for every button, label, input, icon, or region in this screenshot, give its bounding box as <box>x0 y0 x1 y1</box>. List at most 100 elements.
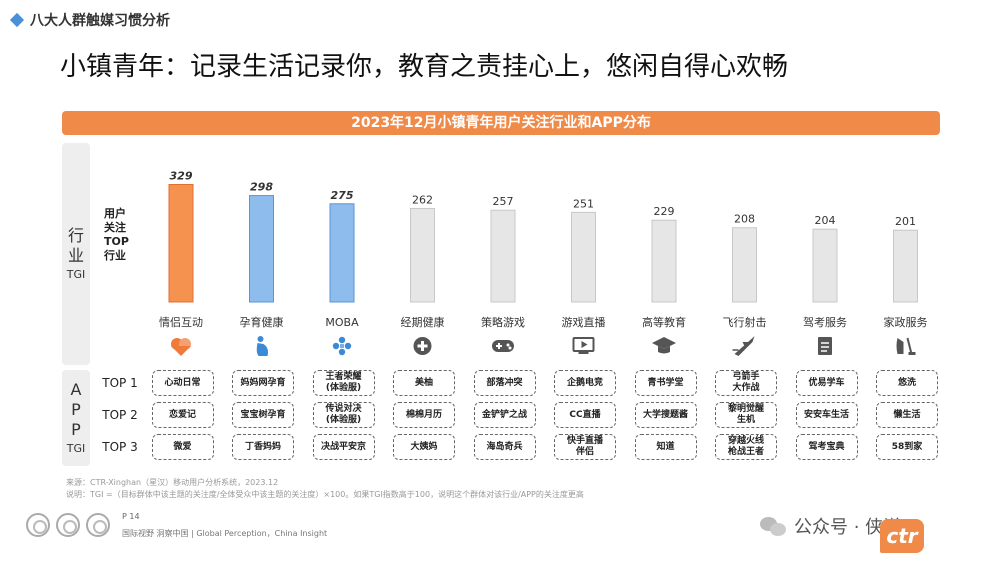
diamond-icon <box>9 12 25 28</box>
app-row-label: A P P TGI <box>62 370 90 466</box>
category-label: 孕育健康 <box>240 315 284 329</box>
source-note: 来源：CTR-Xinghan（星汉）移动用户分析系统，2023.12 <box>66 478 279 487</box>
page-number: P 14 <box>122 512 140 521</box>
jet-icon <box>732 336 755 356</box>
app-cell: 传说对决 (体验服) <box>312 402 375 428</box>
gamepad-icon <box>492 340 514 352</box>
category-label: 策略游戏 <box>481 315 525 329</box>
footer-tagline: 国际视野 洞察中国 | Global Perception，China Insi… <box>122 529 328 538</box>
category-label: 高等教育 <box>642 315 686 329</box>
cert-seals <box>26 513 110 537</box>
industry-bar-chart: 329 情侣互动 298 孕育健康 275 MOBA 262 经期健康 257 策略游戏 251 游戏… <box>159 170 928 356</box>
category-label: 经期健康 <box>401 315 445 329</box>
sgs-seal-icon <box>86 513 110 537</box>
category-label: MOBA <box>325 316 359 329</box>
industry-label-char-2: 业 <box>67 246 84 265</box>
value-label: 208 <box>734 213 755 226</box>
app-cell: 企鹅电竞 <box>554 370 616 396</box>
ctr-logo: ctr <box>880 519 924 553</box>
bar-飞行射击 <box>732 227 757 303</box>
footer: P 14 国际视野 洞察中国 | Global Perception，China… <box>0 505 1000 562</box>
value-label: 298 <box>250 181 273 194</box>
bar-孕育健康 <box>249 195 274 303</box>
app-cell: 丁香妈妈 <box>232 434 294 460</box>
app-label-tgi: TGI <box>66 442 86 455</box>
chart-title: 2023年12月小镇青年用户关注行业和APP分布 <box>62 111 940 135</box>
app-cell: 驾考宝典 <box>795 434 858 460</box>
value-label: 204 <box>815 214 836 227</box>
app-cell: 恋爱记 <box>151 402 214 428</box>
app-cell: 懒生活 <box>876 402 938 428</box>
wechat-watermark: 公众号 · 侠说 <box>760 513 901 539</box>
app-cell: 美柚 <box>393 370 455 396</box>
app-cell: 优易学车 <box>795 370 858 396</box>
value-label: 251 <box>573 197 594 210</box>
app-label-char-2: P <box>71 400 81 419</box>
app-cell: 黎明觉醒 生机 <box>715 402 777 428</box>
health-cross-icon <box>413 337 432 355</box>
category-label: 驾考服务 <box>803 316 847 329</box>
gamepad-cross-icon <box>332 336 352 356</box>
top2-label: TOP 2 <box>102 408 138 422</box>
graduation-cap-icon <box>652 337 676 354</box>
y-axis-label: 用户 关注 TOP 行业 <box>104 207 129 263</box>
cleaning-icon <box>896 337 916 355</box>
bar-驾考服务 <box>812 228 838 303</box>
value-label: 275 <box>331 189 354 202</box>
sgs-seal-icon <box>26 513 50 537</box>
app-cell: 部落冲突 <box>473 370 536 396</box>
app-cell: 妈妈网孕育 <box>232 370 294 396</box>
app-cell: CC直播 <box>554 402 616 428</box>
y-label-line-1: 用户 <box>104 207 126 220</box>
pregnancy-icon <box>256 336 268 356</box>
app-row-top1: 心动日常 妈妈网孕育 王者荣耀 (体验服) 美柚 部落冲突 企鹅电竞 青书学堂 弓箭手 大作战 优易… <box>150 370 950 396</box>
bar-MOBA <box>329 203 355 303</box>
bar-游戏直播 <box>571 211 596 303</box>
category-label: 家政服务 <box>884 315 928 329</box>
bar-情侣互动 <box>168 184 194 303</box>
app-cell: 金铲铲之战 <box>473 402 536 428</box>
value-label: 329 <box>170 170 193 183</box>
page-title: 小镇青年：记录生活记录你，教育之责挂心上，悠闲自得心欢畅 <box>60 52 789 82</box>
wechat-text: 公众号 · 侠说 <box>794 517 902 538</box>
app-row-top3: 微爱 丁香妈妈 决战平安京 大姨妈 海岛奇兵 快手直播 伴侣 知道 穿越火线 枪战王者 驾考宝典 58… <box>150 434 950 460</box>
bar-高等教育 <box>651 219 677 303</box>
app-cell: 安安车生活 <box>795 402 858 428</box>
app-cell: 知道 <box>634 434 697 460</box>
app-cell: 决战平安京 <box>312 434 375 460</box>
bar-经期健康 <box>410 207 435 303</box>
value-label: 201 <box>895 215 916 228</box>
app-cell: 棉棉月历 <box>393 402 455 428</box>
bar-家政服务 <box>893 229 918 303</box>
app-cell: 心动日常 <box>151 370 214 396</box>
definition-note: 说明：TGI =（目标群体中该主题的关注度/全体受众中该主题的关注度）×100。… <box>66 490 584 499</box>
sgs-seal-icon <box>56 513 80 537</box>
app-cell: 大姨妈 <box>393 434 455 460</box>
app-cell: 58到家 <box>876 434 938 460</box>
app-label-char-1: A <box>70 380 82 399</box>
app-cell: 海岛奇兵 <box>473 434 536 460</box>
monitor-icon <box>572 337 595 354</box>
bar-策略游戏 <box>490 209 516 303</box>
top3-label: TOP 3 <box>102 440 138 454</box>
app-cell: 悠洗 <box>876 370 938 396</box>
category-label: 飞行射击 <box>723 315 767 329</box>
section-header: 八大人群触媒习惯分析 <box>9 8 170 32</box>
app-row-top2: 恋爱记 宝宝树孕育 传说对决 (体验服) 棉棉月历 金铲铲之战 CC直播 大学搜题酱 黎明觉醒生… <box>150 402 950 428</box>
app-cell: 穿越火线 枪战王者 <box>715 434 777 460</box>
y-label-line-3: TOP <box>104 235 129 248</box>
app-cell: 青书学堂 <box>634 370 697 396</box>
app-cell: 大学搜题酱 <box>634 402 697 428</box>
y-label-line-4: 行业 <box>104 249 126 262</box>
wechat-icon <box>760 515 788 537</box>
category-label: 游戏直播 <box>562 315 606 329</box>
category-label: 情侣互动 <box>159 315 203 329</box>
section-header-text: 八大人群触媒习惯分析 <box>30 13 170 29</box>
app-cell: 王者荣耀 (体验服) <box>312 370 375 396</box>
app-cell: 宝宝树孕育 <box>232 402 294 428</box>
app-cell: 快手直播 伴侣 <box>554 434 616 460</box>
hearts-icon <box>171 338 191 356</box>
app-label-char-3: P <box>71 420 81 439</box>
industry-row-label: 行 业 TGI <box>62 143 90 365</box>
app-cell: 弓箭手 大作战 <box>715 370 777 396</box>
